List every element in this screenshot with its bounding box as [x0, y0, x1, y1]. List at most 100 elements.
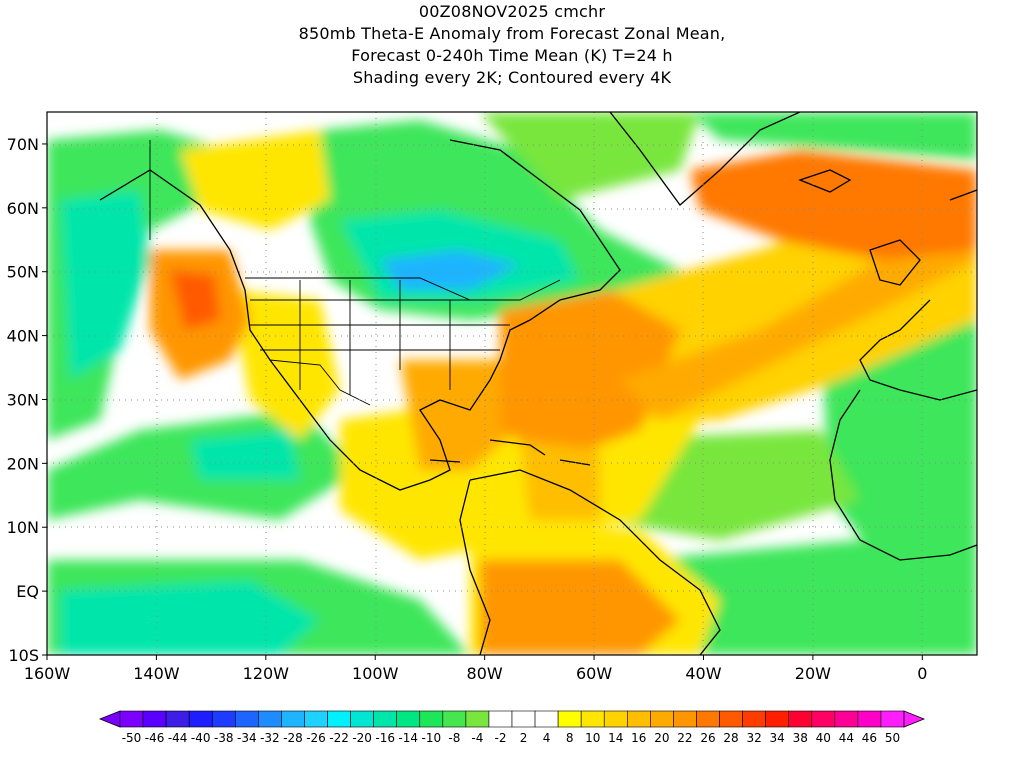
colorbar-cell	[719, 710, 743, 728]
colorbar-cell	[650, 710, 674, 728]
colorbar-label: -14	[398, 731, 418, 745]
colorbar-cell	[880, 710, 905, 728]
lon-tick-label: 100W	[352, 664, 399, 683]
lat-tick-label: 30N	[7, 390, 39, 409]
colorbar-cell	[765, 710, 790, 728]
north-america-coast	[99, 139, 621, 491]
colorbar-label: -38	[214, 731, 234, 745]
colorbar-cell	[142, 710, 167, 728]
lon-tick-label: 20W	[795, 664, 831, 683]
colorbar-max-arrow	[903, 710, 926, 728]
colorbar-cell	[696, 710, 720, 728]
map-title-line-4: Shading every 2K; Contoured every 4K	[352, 68, 672, 87]
south-atlantic-green	[640, 540, 977, 655]
south-america-coast	[459, 469, 721, 655]
state-grid	[250, 280, 520, 395]
lon-tick-label: 60W	[576, 664, 612, 683]
lon-tick-label: 140W	[133, 664, 180, 683]
colorbar-cell	[834, 710, 859, 728]
lat-tick-label: 40N	[7, 327, 39, 346]
lon-tick-label: 120W	[243, 664, 290, 683]
colorbar-label: 34	[770, 731, 785, 745]
political-borders	[149, 140, 561, 406]
colorbar-label: 28	[723, 731, 738, 745]
atlantic-orange	[500, 290, 680, 460]
colorbar-label: -28	[283, 731, 303, 745]
caribbean-orange	[520, 440, 600, 520]
map-title-line-2: 850mb Theta-E Anomaly from Forecast Zona…	[298, 24, 726, 43]
colorbar-label: -32	[260, 731, 280, 745]
colorbar-cell	[857, 710, 882, 728]
lon-tick-label: 40W	[685, 664, 721, 683]
colorbar-cell	[626, 710, 651, 728]
lat-tick-label: 10N	[7, 518, 39, 537]
colorbar-label: 14	[608, 731, 623, 745]
colorbar-label: 22	[677, 731, 692, 745]
iceland-coast	[798, 169, 852, 193]
colorbar-label: -50	[122, 731, 142, 745]
colorbar-label: -40	[191, 731, 211, 745]
colorbar-cell	[211, 710, 236, 728]
colorbar-cell	[488, 710, 513, 728]
europe-coast	[859, 189, 977, 401]
atlantic-band-orange	[620, 230, 977, 420]
greenland-coast	[609, 112, 801, 206]
north-atlantic-orange	[690, 150, 977, 260]
colorbar-label: -44	[168, 731, 188, 745]
colorbar-label: -10	[421, 731, 441, 745]
colorbar-cell	[281, 710, 305, 728]
map-title-line-3: Forecast 0-240h Time Mean (K) T=24 h	[351, 46, 673, 65]
colorbar-cell	[557, 710, 582, 728]
colorbar-label: 32	[746, 731, 761, 745]
colorbar-label: -20	[352, 731, 372, 745]
colorbar-label: 40	[816, 731, 831, 745]
colorbar-cell	[580, 710, 605, 728]
pacific-north-cyan	[60, 190, 150, 380]
colorbar-label: 4	[543, 731, 551, 745]
south-america-orange	[480, 560, 680, 655]
colorbar-cell	[234, 710, 259, 728]
graticule	[47, 112, 977, 655]
colorbar-cell	[327, 710, 351, 728]
lon-tick-label: 80W	[467, 664, 503, 683]
lat-tick-label: 60N	[7, 199, 39, 218]
colorbar-cell	[304, 710, 328, 728]
south-pacific-cyan	[60, 580, 320, 655]
colorbar-cell	[396, 710, 421, 728]
colorbar-cell	[258, 710, 282, 728]
colorbar-label: -8	[448, 731, 460, 745]
colorbar-cell	[673, 710, 697, 728]
colorbar-cell	[742, 710, 766, 728]
colorbar-label: 46	[862, 731, 877, 745]
colorbar-label: 44	[839, 731, 854, 745]
colorbar-min-arrow	[98, 710, 121, 728]
colorbar-cell	[442, 710, 467, 728]
lat-tick-label: 70N	[7, 135, 39, 154]
latitude-ticks: 70N 60N 50N 40N 30N 20N 10N EQ 10S	[7, 135, 47, 665]
pacific-plume-core	[170, 270, 220, 330]
colorbar-cell	[811, 710, 836, 728]
arctic-green	[690, 112, 977, 160]
colorbar-label: 38	[793, 731, 808, 745]
lat-tick-label: EQ	[16, 582, 39, 601]
east-pacific-cyan	[190, 430, 300, 480]
colorbar-label: 20	[654, 731, 669, 745]
colorbar-cell	[465, 710, 490, 728]
colorbar-label: -2	[494, 731, 506, 745]
lon-tick-label: 0	[917, 664, 927, 683]
colorbar-cell	[788, 710, 813, 728]
lat-tick-label: 50N	[7, 263, 39, 282]
colorbar-label: 8	[566, 731, 574, 745]
colorbar-label: -26	[306, 731, 326, 745]
colorbar-cell	[419, 710, 444, 728]
lat-tick-label: 20N	[7, 454, 39, 473]
africa-coast	[829, 389, 977, 561]
west-us-yellow	[230, 290, 340, 440]
alaska-yellow	[180, 130, 330, 230]
colorbar-label: 26	[700, 731, 715, 745]
map-title-line-1: 00Z08NOV2025 cmchr	[418, 2, 606, 21]
colorbar-label: 10	[585, 731, 600, 745]
plot-frame	[46, 111, 978, 656]
